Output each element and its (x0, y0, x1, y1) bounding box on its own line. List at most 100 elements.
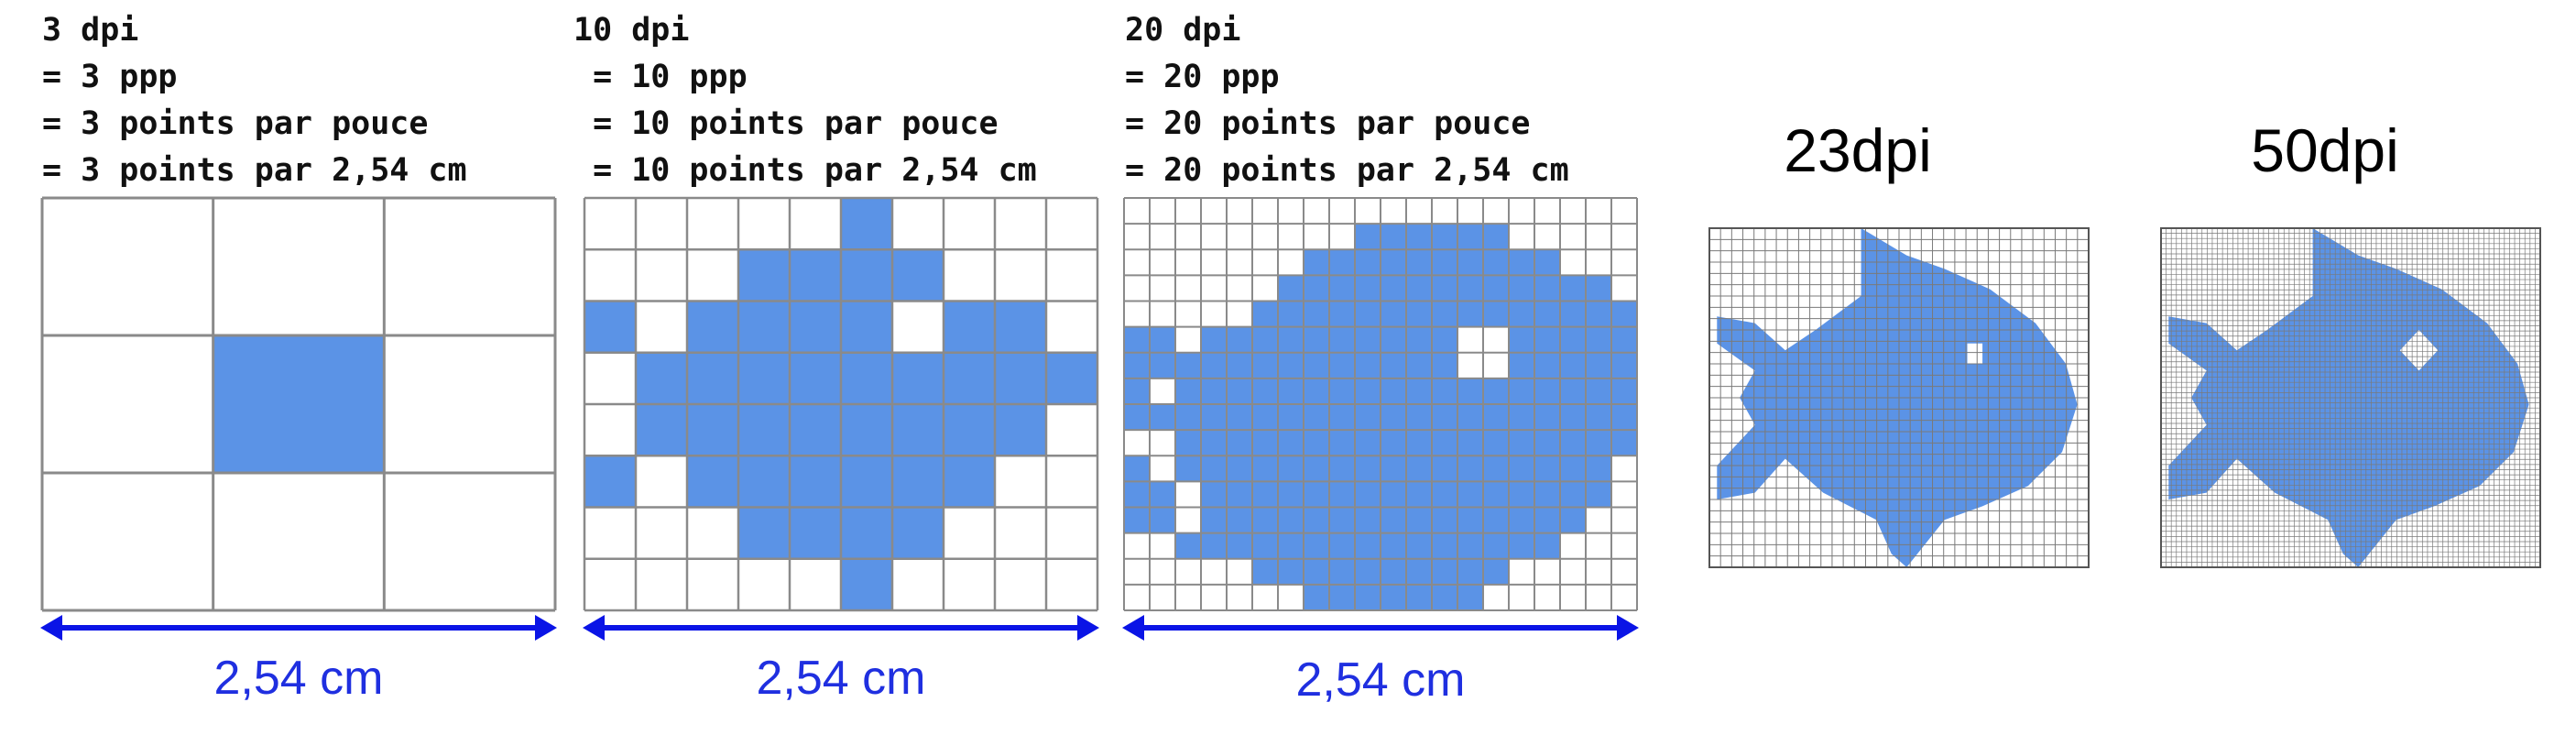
filled-pixel (1278, 301, 1304, 327)
filled-pixel (1406, 532, 1432, 559)
filled-pixel (1406, 481, 1432, 508)
filled-pixel (1457, 301, 1483, 327)
filled-pixel (1483, 430, 1509, 456)
filled-pixel (1586, 352, 1611, 378)
filled-pixel (1457, 455, 1483, 482)
filled-pixel (1381, 301, 1406, 327)
filled-pixel (1381, 404, 1406, 431)
filled-pixel (687, 352, 738, 404)
filled-pixel (1355, 224, 1381, 250)
filled-pixel (1304, 507, 1329, 533)
filled-pixel (1534, 481, 1560, 508)
arrow-head-left (1122, 615, 1144, 641)
filled-pixel (1534, 455, 1560, 482)
filled-pixel (1432, 378, 1457, 404)
filled-pixel (1175, 378, 1201, 404)
filled-pixel (1381, 326, 1406, 353)
filled-pixel (1534, 404, 1560, 431)
filled-pixel (1201, 378, 1227, 404)
filled-pixel (1304, 558, 1329, 585)
filled-pixel (1509, 301, 1534, 327)
filled-pixel (1406, 249, 1432, 276)
filled-pixel (1406, 326, 1432, 353)
filled-pixel (1252, 352, 1278, 378)
filled-pixel (1611, 326, 1637, 353)
filled-pixel (1560, 275, 1586, 302)
filled-pixel (1432, 404, 1457, 431)
filled-pixel (944, 404, 995, 456)
filled-pixel (1227, 326, 1252, 353)
filled-pixel (1381, 430, 1406, 456)
filled-pixel (1457, 507, 1483, 533)
filled-pixel (1509, 378, 1534, 404)
filled-pixel (1406, 584, 1432, 610)
caption-line: 20 dpi (1125, 12, 1241, 49)
filled-pixel (1560, 455, 1586, 482)
filled-pixel (1457, 249, 1483, 276)
filled-pixel (1406, 430, 1432, 456)
caption-line: = 10 points par pouce (573, 105, 999, 142)
filled-pixel (1304, 275, 1329, 302)
caption-line: = 20 points par pouce (1125, 105, 1531, 142)
filled-pixel (1252, 301, 1278, 327)
filled-pixel (1355, 378, 1381, 404)
filled-pixel (892, 352, 944, 404)
filled-pixel (1278, 275, 1304, 302)
filled-pixel (687, 404, 738, 456)
caption-line: = 20 points par 2,54 cm (1125, 152, 1569, 189)
filled-pixel (1406, 507, 1432, 533)
filled-pixel (1381, 455, 1406, 482)
grid-lines (2160, 227, 2541, 568)
filled-pixel (1509, 430, 1534, 456)
pixel-fish-50dpi (2160, 227, 2541, 568)
filled-pixel (1483, 275, 1509, 302)
filled-pixel (1046, 352, 1097, 404)
caption-20dpi: 20 dpi = 20 ppp = 20 points par pouce = … (1125, 7, 1569, 194)
filled-pixel (1586, 275, 1611, 302)
filled-pixel (1381, 584, 1406, 610)
filled-pixel (1432, 326, 1457, 353)
filled-pixel (790, 301, 841, 353)
filled-pixel (1509, 352, 1534, 378)
filled-pixel (1509, 507, 1534, 533)
filled-pixel (1483, 481, 1509, 508)
filled-pixel (1124, 455, 1150, 482)
filled-pixel (1483, 507, 1509, 533)
filled-pixel (1457, 430, 1483, 456)
filled-pixel (790, 249, 841, 302)
filled-pixel (1175, 430, 1201, 456)
filled-pixel (1381, 224, 1406, 250)
filled-pixel (1586, 378, 1611, 404)
arrow-head-right (535, 615, 557, 641)
caption-line: = 10 points par 2,54 cm (573, 152, 1037, 189)
filled-pixel (1329, 352, 1355, 378)
filled-pixel (1227, 378, 1252, 404)
filled-pixel (1355, 558, 1381, 585)
filled-pixel (1381, 481, 1406, 508)
filled-pixel (1432, 507, 1457, 533)
filled-pixel (584, 301, 636, 353)
caption-line: = 20 ppp (1125, 59, 1280, 95)
filled-pixel (1432, 584, 1457, 610)
filled-pixel (1457, 481, 1483, 508)
filled-pixel (1355, 249, 1381, 276)
filled-pixel (1304, 455, 1329, 482)
pixel-grid-3dpi (40, 196, 557, 612)
filled-pixel (1252, 558, 1278, 585)
filled-pixel (1586, 404, 1611, 431)
filled-pixel (841, 198, 892, 250)
filled-pixel (1329, 430, 1355, 456)
filled-pixel (1432, 558, 1457, 585)
filled-pixel (1560, 404, 1586, 431)
filled-pixel (1432, 481, 1457, 508)
filled-pixel (1201, 507, 1227, 533)
filled-pixel (892, 404, 944, 456)
filled-pixel (1534, 352, 1560, 378)
filled-pixel (1381, 378, 1406, 404)
filled-pixel (1278, 352, 1304, 378)
filled-pixel (1278, 481, 1304, 508)
grid-lines (583, 196, 1099, 612)
filled-pixel (687, 455, 738, 508)
filled-pixel (1252, 430, 1278, 456)
filled-pixel (1586, 430, 1611, 456)
